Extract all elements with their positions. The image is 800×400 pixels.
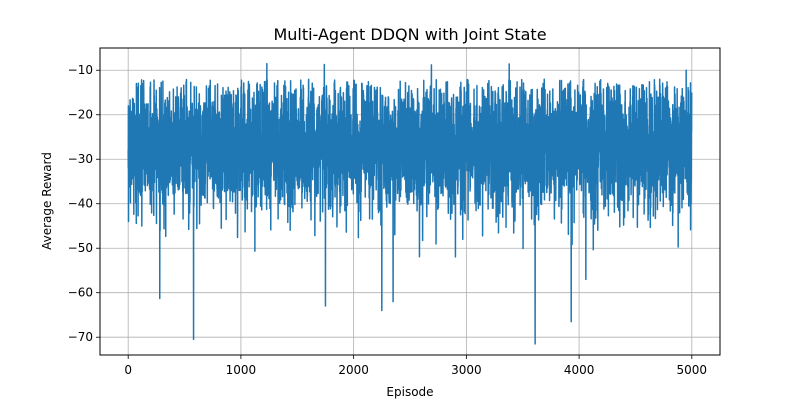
- y-axis: −70 −60 −50 −40 −30 −20 −10: [68, 63, 100, 344]
- y-tick-label: −50: [68, 241, 93, 255]
- y-tick-label: −30: [68, 152, 93, 166]
- x-tick-label: 2000: [338, 363, 369, 377]
- y-tick-label: −10: [68, 63, 93, 77]
- y-tick-label: −40: [68, 197, 93, 211]
- x-tick-label: 0: [124, 363, 132, 377]
- y-tick-label: −20: [68, 108, 93, 122]
- x-tick-label: 5000: [677, 363, 708, 377]
- y-tick-label: −70: [68, 330, 93, 344]
- y-tick-label: −60: [68, 286, 93, 300]
- x-axis-label: Episode: [386, 385, 433, 399]
- series-layer: [127, 62, 693, 345]
- series-line: [127, 62, 693, 345]
- y-axis-label: Average Reward: [40, 152, 54, 250]
- x-tick-label: 4000: [564, 363, 595, 377]
- plot-frame: [99, 47, 721, 356]
- x-tick-label: 3000: [451, 363, 482, 377]
- chart-title: Multi-Agent DDQN with Joint State: [273, 25, 546, 44]
- x-axis: 0 1000 2000 3000 4000 5000: [124, 355, 707, 377]
- x-tick-label: 1000: [226, 363, 257, 377]
